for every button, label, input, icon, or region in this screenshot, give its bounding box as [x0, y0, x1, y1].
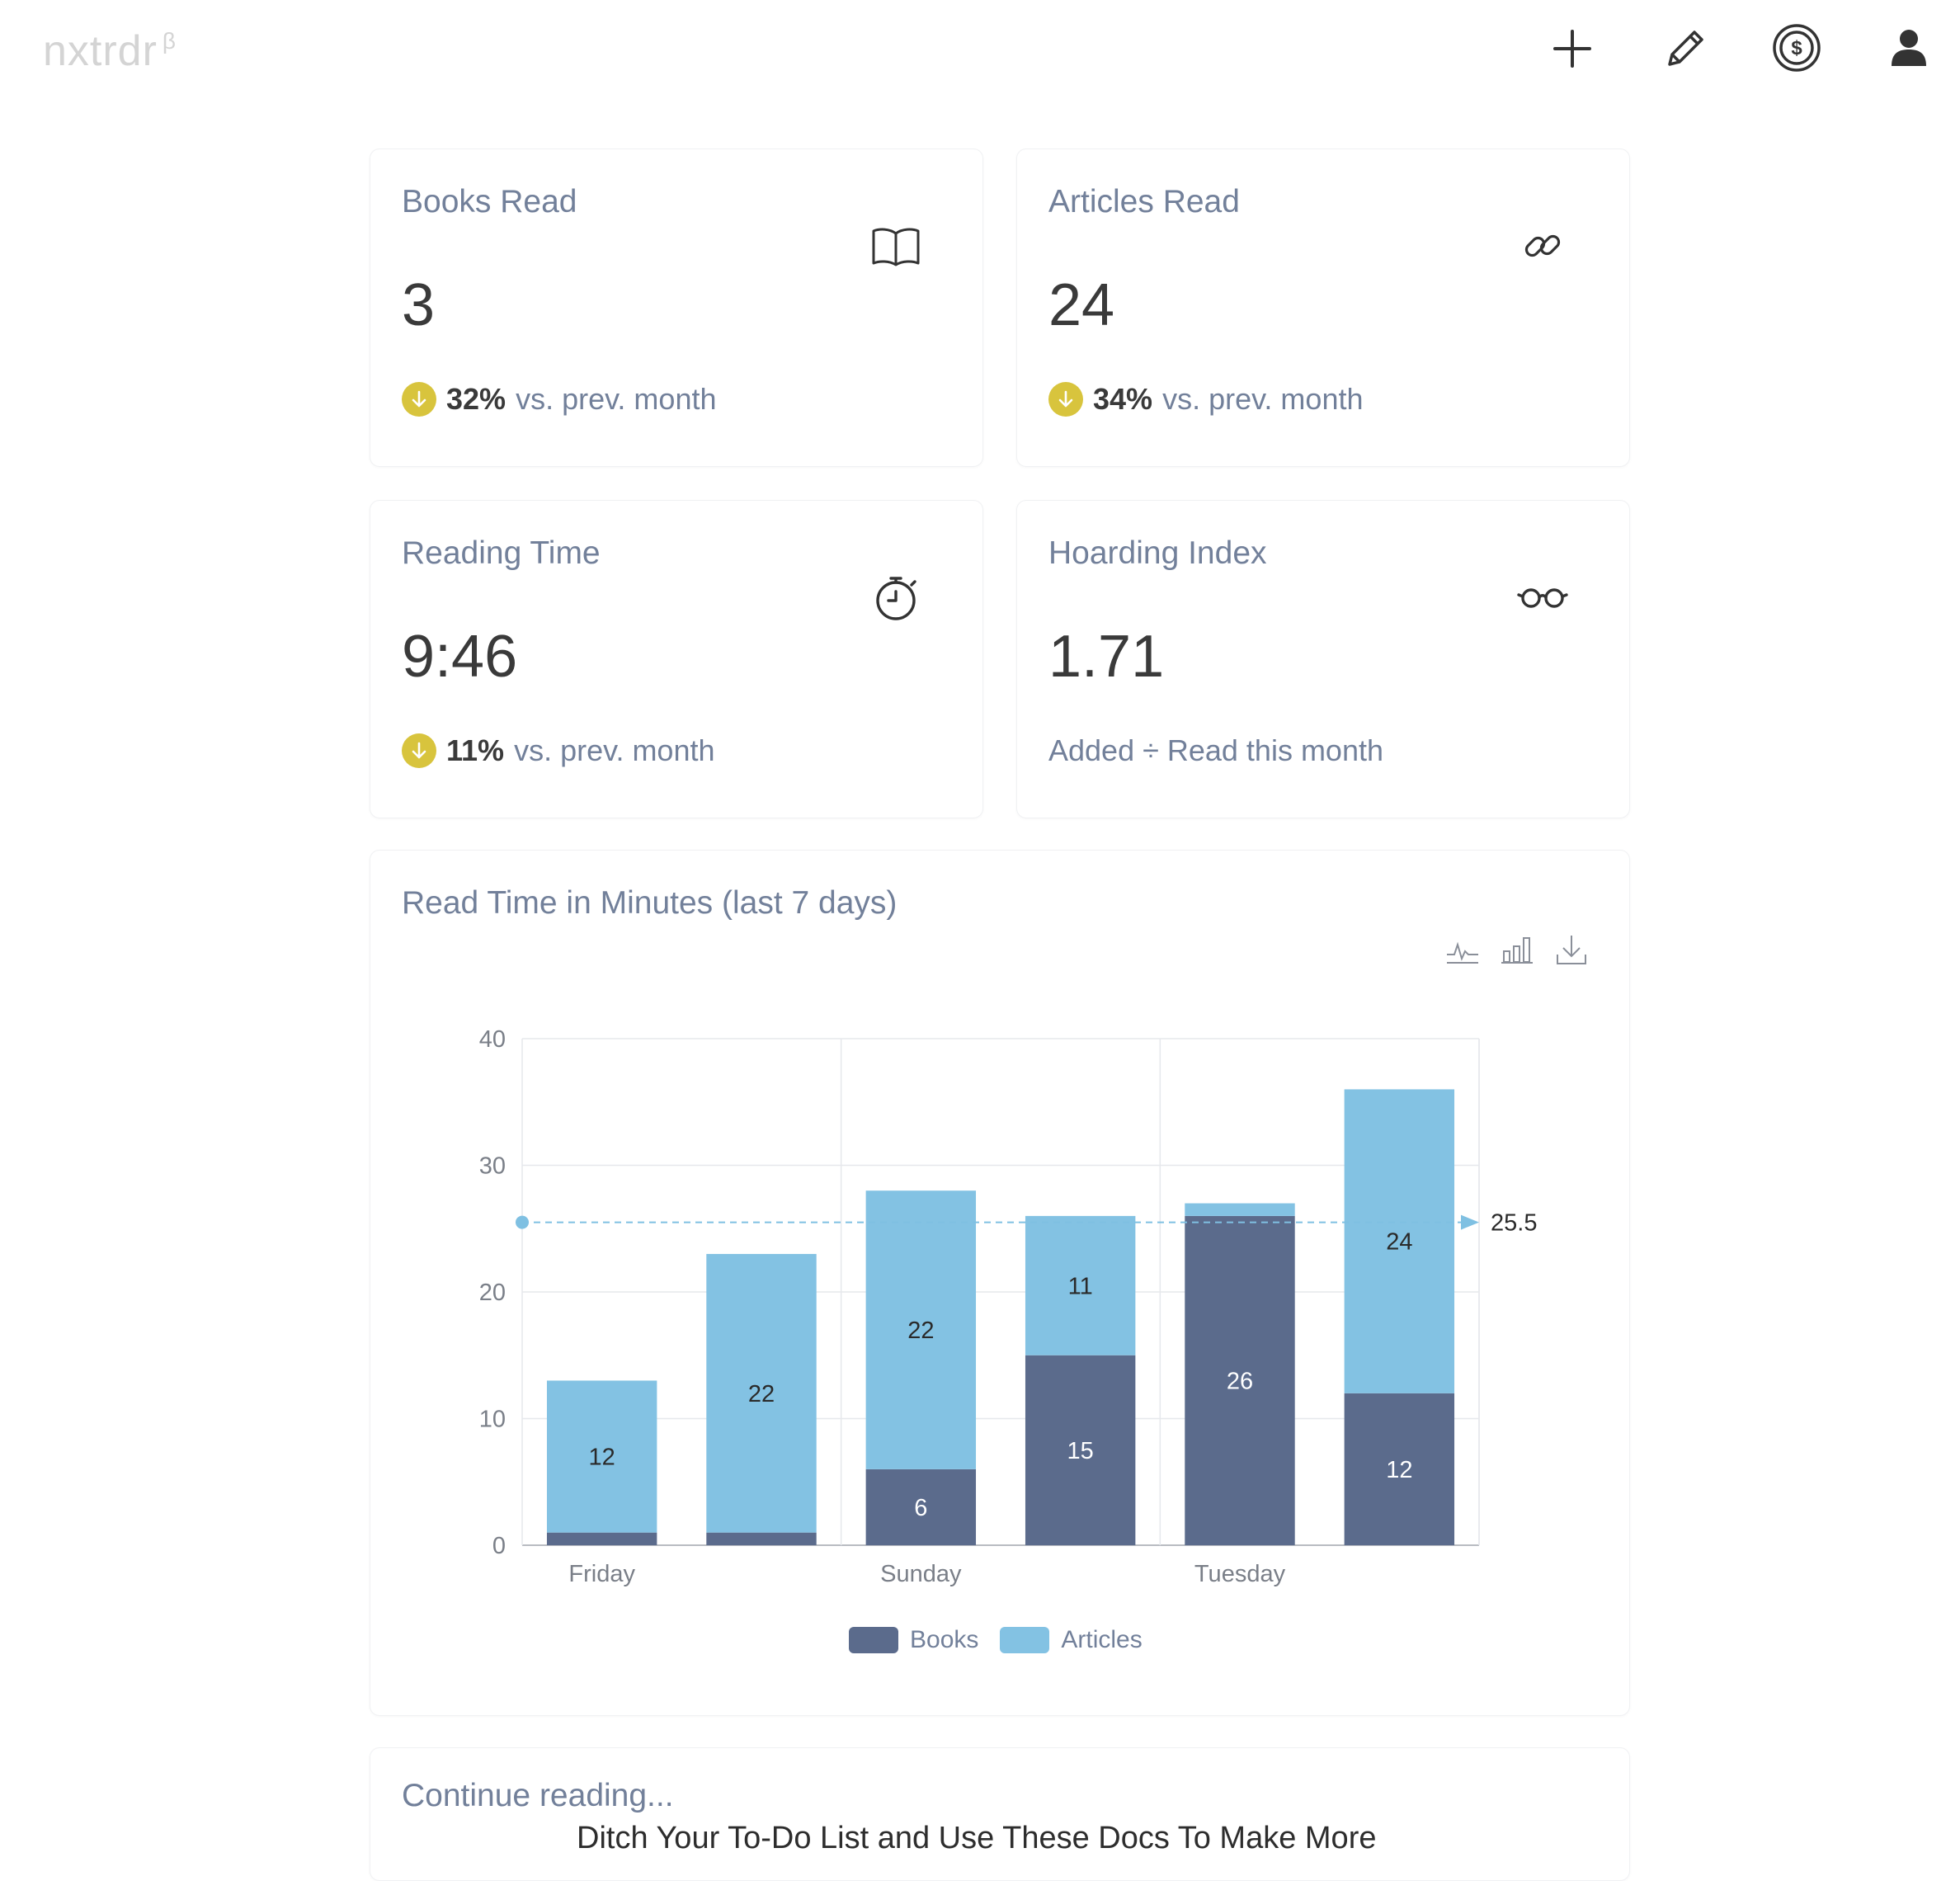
y-tick-label: 30 — [479, 1153, 506, 1180]
arrow-down-icon — [1048, 382, 1083, 417]
data-label: 12 — [1386, 1457, 1412, 1483]
y-tick-label: 40 — [479, 1026, 506, 1053]
average-line-arrow — [1461, 1214, 1479, 1230]
articles-read-card: Articles Read 24 34% vs. prev. month — [1016, 148, 1630, 467]
y-tick-label: 10 — [479, 1407, 506, 1433]
reading-time-card: Reading Time 9:46 11% vs. prev. month — [370, 500, 983, 818]
hoarding-index-card: Hoarding Index 1.71 Added ÷ Read this mo… — [1016, 500, 1630, 818]
average-line-start-dot — [516, 1215, 529, 1229]
x-tick-label: Tuesday — [1194, 1561, 1286, 1587]
hoarding-index-title: Hoarding Index — [1048, 535, 1267, 571]
average-line-label: 25.5 — [1491, 1210, 1537, 1237]
read-time-chart-card: Read Time in Minutes (last 7 days) 0 10 20… — [370, 850, 1630, 1716]
chart-legend: Books Articles — [849, 1626, 1164, 1654]
bar-books-tuesday — [1185, 1215, 1295, 1545]
legend-swatch-articles — [1000, 1627, 1050, 1653]
link-icon — [1514, 217, 1571, 275]
data-label: 22 — [748, 1381, 775, 1407]
bar-books-wednesday — [1344, 1393, 1455, 1545]
chart-title: Read Time in Minutes (last 7 days) — [402, 885, 898, 921]
reading-time-value: 9:46 — [402, 624, 518, 690]
articles-read-value: 24 — [1048, 272, 1115, 338]
hoarding-index-value: 1.71 — [1048, 624, 1165, 690]
glasses-icon — [1514, 568, 1571, 626]
dollar-coin-icon[interactable]: $ — [1772, 23, 1821, 73]
book-icon — [867, 217, 925, 275]
x-tick-label: Friday — [568, 1561, 635, 1587]
stacked-bar-chart: 0 10 20 30 40 12 Friday 22 6 22 Sunday 15 11 26 Tuesda… — [479, 1026, 1538, 1587]
bar-books-friday — [546, 1532, 657, 1545]
data-label: 26 — [1227, 1368, 1253, 1394]
bar-books-sunday — [865, 1468, 977, 1545]
bar-books-monday — [1025, 1355, 1136, 1545]
x-tick-label: Sunday — [880, 1561, 962, 1587]
svg-text:$: $ — [1791, 37, 1802, 59]
data-label: 12 — [589, 1445, 615, 1471]
bar-chart-icon[interactable] — [1499, 931, 1535, 968]
legend-books[interactable]: Books — [849, 1626, 978, 1654]
chart-toolbox — [1444, 931, 1590, 968]
continue-reading-card: Continue reading... Ditch Your To-Do Lis… — [370, 1747, 1630, 1881]
arrow-down-icon — [402, 733, 436, 768]
data-label: 24 — [1386, 1229, 1412, 1256]
data-label: 6 — [914, 1495, 927, 1521]
arrow-down-icon — [402, 382, 436, 417]
books-read-card: Books Read 3 32% vs. prev. month — [370, 148, 983, 467]
articles-read-title: Articles Read — [1048, 184, 1240, 219]
articles-read-change: 34% vs. prev. month — [1048, 382, 1363, 417]
stopwatch-icon — [867, 568, 925, 626]
line-chart-icon[interactable] — [1444, 931, 1481, 968]
bar-articles-monday — [1025, 1215, 1136, 1355]
download-icon[interactable] — [1553, 931, 1590, 968]
y-tick-label: 0 — [492, 1533, 506, 1559]
hoarding-index-note: Added ÷ Read this month — [1048, 733, 1384, 767]
legend-articles[interactable]: Articles — [1000, 1626, 1143, 1654]
books-read-value: 3 — [402, 272, 436, 338]
user-icon[interactable] — [1884, 23, 1934, 73]
bar-articles-tuesday — [1185, 1203, 1295, 1216]
bar-articles-saturday — [706, 1253, 817, 1533]
bar-articles-friday — [546, 1380, 657, 1533]
books-read-title: Books Read — [402, 184, 577, 219]
books-read-change: 32% vs. prev. month — [402, 382, 716, 417]
y-tick-label: 20 — [479, 1280, 506, 1306]
continue-reading-title: Continue reading... — [402, 1778, 674, 1813]
reading-time-title: Reading Time — [402, 535, 601, 571]
plus-icon[interactable] — [1548, 23, 1597, 73]
data-label: 22 — [907, 1318, 934, 1344]
continue-reading-item[interactable]: Ditch Your To-Do List and Use These Docs… — [577, 1821, 1377, 1855]
data-label: 11 — [1068, 1273, 1093, 1299]
bar-books-saturday — [706, 1532, 817, 1545]
bar-articles-sunday — [865, 1190, 977, 1469]
reading-time-change: 11% vs. prev. month — [402, 733, 715, 768]
legend-swatch-books — [849, 1627, 898, 1653]
bar-articles-wednesday — [1344, 1089, 1455, 1393]
data-label: 15 — [1067, 1438, 1094, 1464]
pencil-icon[interactable] — [1660, 23, 1709, 73]
app-logo[interactable]: nxtrdr β — [43, 27, 177, 75]
